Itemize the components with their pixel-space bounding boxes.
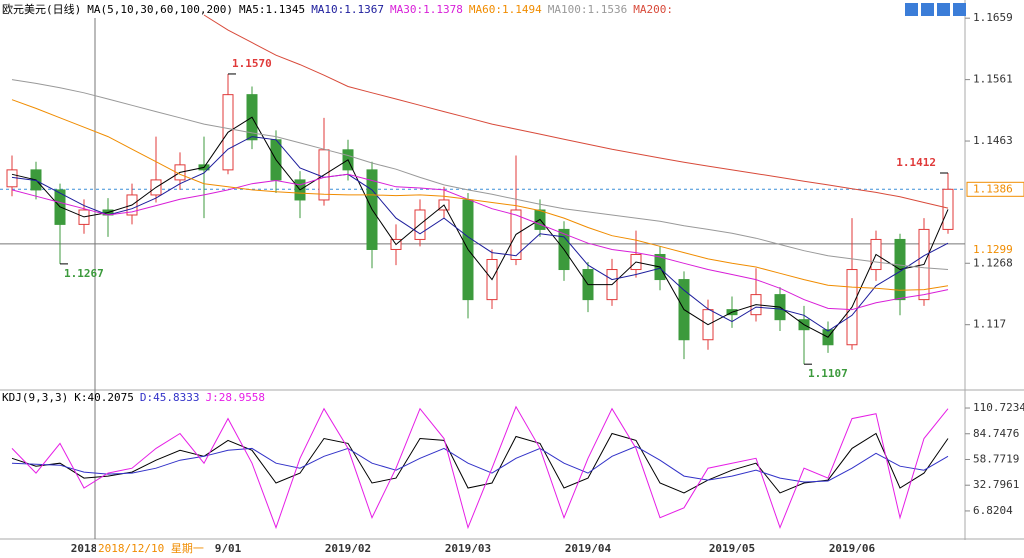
x-tick-label: 2019/03 <box>445 542 491 555</box>
y-tick-label: 58.7719 <box>973 452 1019 465</box>
header-item: MA200: <box>633 3 673 16</box>
last-price-label: 1.1386 <box>973 182 1013 195</box>
shrink-button[interactable] <box>921 3 934 16</box>
y-tick-label: 1.1659 <box>973 11 1013 24</box>
indicator-line <box>11 99 949 291</box>
indicator-line <box>11 116 949 338</box>
y-tick-label: 6.8204 <box>973 504 1013 517</box>
indicator-line <box>11 136 949 332</box>
extreme-label: 1.1570 <box>232 57 272 70</box>
header-item: 欧元美元(日线) <box>2 2 81 16</box>
zoom-button[interactable] <box>905 3 918 16</box>
panel-header: KDJ(9,3,3) K:40.2075 D:45.8333 J:28.9558 <box>2 391 265 404</box>
header-item: MA(5,10,30,60,100,200) <box>87 3 233 16</box>
indicator-line <box>203 14 949 209</box>
extreme-label: 1.1107 <box>808 367 848 380</box>
crosshair-date-label: 2018/12/10 星期一 <box>98 542 204 555</box>
indicator-line <box>11 405 949 530</box>
x-tick-label: 2019/06 <box>829 542 876 555</box>
extreme-label: 1.1267 <box>64 267 104 280</box>
indicator-line <box>11 445 949 483</box>
extreme-label: 1.1412 <box>896 156 936 169</box>
header-item: MA5:1.1345 <box>239 3 305 16</box>
crosshair-price-label: 1.1299 <box>973 243 1013 256</box>
y-tick-label: 1.117 <box>973 318 1006 331</box>
expand-button[interactable] <box>937 3 950 16</box>
indicator-line <box>11 432 949 494</box>
y-tick-label: 1.1268 <box>973 256 1013 269</box>
header-item: MA10:1.1367 <box>311 3 384 16</box>
indicator-line <box>11 173 949 311</box>
x-tick-label: 2019/04 <box>565 542 612 555</box>
header-item: D:45.8333 <box>140 391 200 404</box>
candle-body <box>942 188 954 230</box>
crosshair-date-box <box>96 541 208 557</box>
header-item: J:28.9558 <box>205 391 265 404</box>
y-tick-label: 1.1463 <box>973 134 1013 147</box>
header-item: MA100:1.1536 <box>548 3 627 16</box>
x-tick-label: 2019/05 <box>709 542 755 555</box>
y-tick-label: 32.7961 <box>973 478 1019 491</box>
close-button[interactable] <box>953 3 966 16</box>
x-tick-label: 2019/02 <box>325 542 371 555</box>
header-item: KDJ(9,3,3) <box>2 391 68 404</box>
panel-header: 欧元美元(日线) MA(5,10,30,60,100,200) MA5:1.1345… <box>2 2 673 16</box>
y-tick-label: 110.7234 <box>973 401 1024 414</box>
y-tick-label: 84.7476 <box>973 427 1019 440</box>
y-tick-label: 1.1561 <box>973 73 1013 86</box>
header-item: K:40.2075 <box>74 391 134 404</box>
x-tick-label: 9/01 <box>215 542 242 555</box>
header-item: MA30:1.1378 <box>390 3 463 16</box>
indicator-line <box>11 79 949 270</box>
header-item: MA60:1.1494 <box>469 3 542 16</box>
toolbar <box>905 3 966 16</box>
x-tick-label: 2018 <box>71 542 98 555</box>
last-price-box <box>966 181 1024 197</box>
